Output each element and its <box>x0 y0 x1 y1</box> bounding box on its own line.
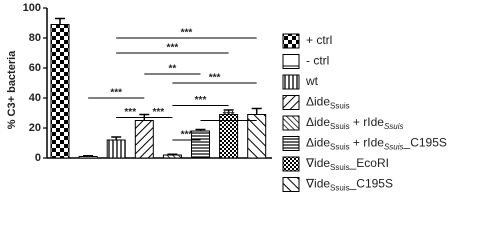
significance-label: *** <box>209 73 221 84</box>
legend-label: - ctrl <box>306 54 329 68</box>
legend-swatch <box>282 156 300 172</box>
legend-label: wt <box>305 74 319 88</box>
legend-text-part: Ssuis <box>330 143 350 152</box>
significance-label: *** <box>110 88 122 99</box>
y-tick-label: 0 <box>35 152 41 164</box>
legend-text-part: - ctrl <box>306 54 329 68</box>
legend-text-part: _EcoRI <box>349 156 389 170</box>
legend-label: ΔideSsuis + rIdeSsuis <box>306 115 404 131</box>
significance-label: *** <box>195 95 207 106</box>
significance-label: *** <box>153 107 165 118</box>
legend-text-part: Ssuis <box>330 122 350 131</box>
legend-text-part: + rIde <box>350 136 385 150</box>
y-tick-label: 80 <box>29 32 41 44</box>
legend-text-part: Ssuis <box>330 184 350 193</box>
bar <box>191 130 210 159</box>
y-tick-label: 40 <box>29 92 41 104</box>
bar <box>247 114 267 159</box>
legend-swatch <box>282 136 300 151</box>
legend-text-part: Ssuis <box>384 143 404 152</box>
bar <box>134 120 154 159</box>
bar <box>78 156 98 159</box>
legend-label: ΔideSsuis <box>306 95 350 111</box>
significance-label: *** <box>223 110 235 121</box>
legend-text-part: + rIde <box>350 115 385 129</box>
legend-text-part: ∇ide <box>305 177 330 191</box>
chart: % C3+ bacteria 020406080100*************… <box>6 2 447 193</box>
legend-label: ∇ideSsuis_C195S <box>305 177 393 193</box>
significance-label: ** <box>169 64 177 75</box>
legend-swatch <box>282 74 300 90</box>
legend-text-part: Δide <box>306 115 330 129</box>
legend-label: ∇ideSsuis_EcoRI <box>305 156 389 172</box>
legend-label: ΔideSsuis + rIdeSsuis_C195S <box>306 136 447 152</box>
significance-label: *** <box>167 43 179 54</box>
legend-label: + ctrl <box>306 33 332 47</box>
legend-text-part: Ssuis <box>330 102 350 111</box>
significance-label: *** <box>181 130 193 141</box>
y-tick-label: 20 <box>29 122 41 134</box>
legend-swatch <box>282 177 300 192</box>
y-tick-label: 60 <box>29 62 41 74</box>
bar <box>106 139 126 159</box>
legend-text-part: wt <box>305 74 319 88</box>
bar <box>50 24 70 159</box>
legend-swatch <box>282 33 300 49</box>
legend-text-part: ∇ide <box>305 156 330 170</box>
legend-swatch <box>282 54 300 69</box>
y-tick-label: 100 <box>23 2 41 14</box>
legend-swatch <box>282 115 300 131</box>
legend-text-part: + ctrl <box>306 33 332 47</box>
legend-text-part: _C195S <box>349 177 393 191</box>
bar <box>162 154 182 159</box>
legend-text-part: Δide <box>306 136 330 150</box>
legend-text-part: _C195S <box>403 136 447 150</box>
legend-swatch <box>282 95 300 110</box>
y-axis-label: % C3+ bacteria <box>6 50 18 129</box>
legend-text-part: Δide <box>306 95 330 109</box>
significance-label: *** <box>124 107 136 118</box>
significance-label: *** <box>181 28 193 39</box>
legend-text-part: Ssuis <box>384 122 404 131</box>
legend-text-part: Ssuis <box>330 163 350 172</box>
